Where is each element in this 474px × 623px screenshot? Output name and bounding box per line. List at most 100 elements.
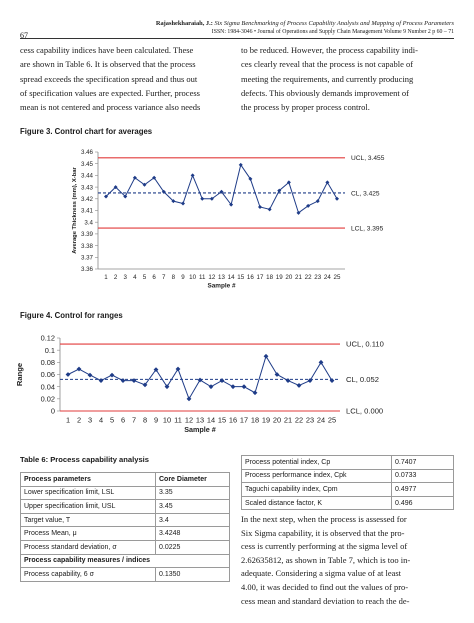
x-tick-label: 4 [133, 274, 137, 281]
text-line: adequate. Considering a sigma value of a… [241, 568, 402, 579]
page-number: 67 [20, 31, 28, 40]
x-tick-label: 12 [185, 415, 193, 424]
data-point [263, 353, 269, 359]
control-limit-label: LCL, 3.395 [351, 225, 384, 232]
x-tick-label: 13 [196, 415, 204, 424]
table-subheader-cell: Process capability measures / indices [20, 553, 230, 569]
y-tick-label: 0.06 [41, 370, 55, 379]
data-point [76, 366, 82, 372]
table-cell: Process Mean, μ [20, 526, 156, 541]
x-tick-label: 11 [199, 274, 206, 281]
text-line: the process by proper process control. [241, 102, 370, 113]
data-point [286, 180, 291, 185]
data-point [120, 378, 126, 383]
table-cell: Upper specification limit, USL [20, 499, 156, 514]
text-line: to be reduced. However, the process capa… [241, 45, 418, 55]
table-cell: Process standard deviation, σ [20, 539, 156, 555]
x-tick-label: 5 [143, 274, 147, 281]
left-column-paragraph: cess capability indices have been calcul… [20, 43, 226, 114]
table-header-cell: Process parameters [20, 472, 156, 487]
table-cell: 3.35 [155, 485, 230, 501]
table-cell: Taguchi capability index, Cpm [241, 482, 392, 497]
series-line [67, 355, 333, 401]
table-row: Process Mean, μ 3.4248 [20, 526, 230, 541]
x-tick-label: 9 [154, 415, 158, 424]
text-line: cess mean and standard deviation to reac… [241, 595, 410, 606]
data-point [132, 175, 137, 180]
data-point [258, 204, 262, 209]
running-header: Rajashekharaiah, J.: Six Sigma Benchmark… [156, 20, 454, 27]
y-tick-label: 3.43 [81, 184, 94, 191]
table-row: Scaled distance factor, K 0.496 [241, 495, 454, 511]
text-line: Six Sigma capability, it is observed tha… [241, 527, 405, 538]
header-rule [20, 38, 454, 39]
data-point [335, 196, 339, 201]
data-point [325, 180, 330, 185]
x-tick-label: 14 [207, 415, 215, 424]
table-subheader-row: Process capability measures / indices [20, 553, 230, 569]
control-limit-label: UCL, 3.455 [351, 155, 385, 162]
data-point [252, 390, 258, 396]
y-tick-label: 0 [51, 407, 55, 416]
x-tick-label: 5 [110, 415, 114, 424]
data-point [171, 199, 176, 204]
x-tick-label: 8 [172, 274, 176, 281]
data-point [329, 378, 335, 383]
data-point [285, 378, 291, 383]
y-tick-label: 0.02 [41, 394, 55, 403]
table-cell: Process performance index, Cpk [241, 468, 392, 484]
x-tick-label: 11 [174, 415, 182, 424]
x-tick-label: 3 [88, 415, 92, 424]
x-axis-label: Sample # [184, 425, 216, 434]
xbar-control-chart: 3.36 3.37 3.38 3.39 3.4 3.41 3.42 3.43 3.44 3.45 3… [72, 149, 385, 289]
data-point [318, 359, 324, 365]
data-point [131, 378, 137, 383]
data-point [197, 377, 203, 383]
table-cell: Process capability, 6 σ [20, 567, 156, 582]
x-tick-label: 23 [314, 274, 321, 281]
x-tick-label: 22 [305, 274, 312, 281]
x-tick-label: 4 [99, 415, 103, 424]
data-point [123, 194, 128, 199]
data-point [142, 182, 147, 187]
x-tick-label: 15 [218, 415, 226, 424]
series-line [105, 163, 338, 214]
y-tick-label: 3.46 [81, 149, 94, 156]
data-point [238, 162, 243, 167]
y-tick-label: 0.04 [41, 382, 55, 391]
data-point [219, 189, 224, 194]
x-tick-label: 1 [66, 415, 70, 424]
data-point [306, 203, 311, 208]
x-axis-label: Sample # [207, 282, 236, 289]
x-tick-label: 18 [251, 415, 259, 424]
data-point [241, 384, 247, 390]
y-tick-label: 3.41 [81, 208, 94, 215]
x-tick-label: 20 [285, 274, 292, 281]
data-point [161, 189, 166, 194]
x-tick-label: 24 [317, 415, 325, 424]
table-row: Process potential index, Cp 0.7407 [241, 455, 454, 470]
x-tick-label: 6 [152, 274, 156, 281]
data-point [277, 188, 282, 193]
text-line: of specification values are expected. Fu… [20, 87, 200, 98]
x-tick-label: 13 [218, 274, 225, 281]
table-cell: 0.4977 [391, 482, 454, 497]
text-line: meeting the requirements, and currently … [241, 73, 414, 84]
x-tick-label: 18 [266, 274, 273, 281]
x-tick-label: 8 [143, 415, 147, 424]
x-tick-label: 21 [295, 274, 302, 281]
data-point [153, 367, 159, 373]
data-point [307, 378, 313, 383]
table-cell: 0.496 [391, 495, 454, 511]
data-point [152, 175, 157, 180]
table-cell: 0.7407 [391, 455, 454, 470]
y-tick-label: 3.44 [81, 173, 94, 180]
data-point [175, 366, 181, 372]
x-tick-label: 9 [181, 274, 185, 281]
figure3-caption: Figure 3. Control chart for averages [20, 127, 153, 136]
table6: Process parameters Core Diameter Lower s… [20, 472, 230, 582]
table-cell: Target value, T [20, 512, 156, 528]
x-tick-label: 2 [114, 274, 118, 281]
right-column-paragraph: to be reduced. However, the process capa… [241, 43, 455, 114]
x-tick-label: 19 [276, 274, 283, 281]
